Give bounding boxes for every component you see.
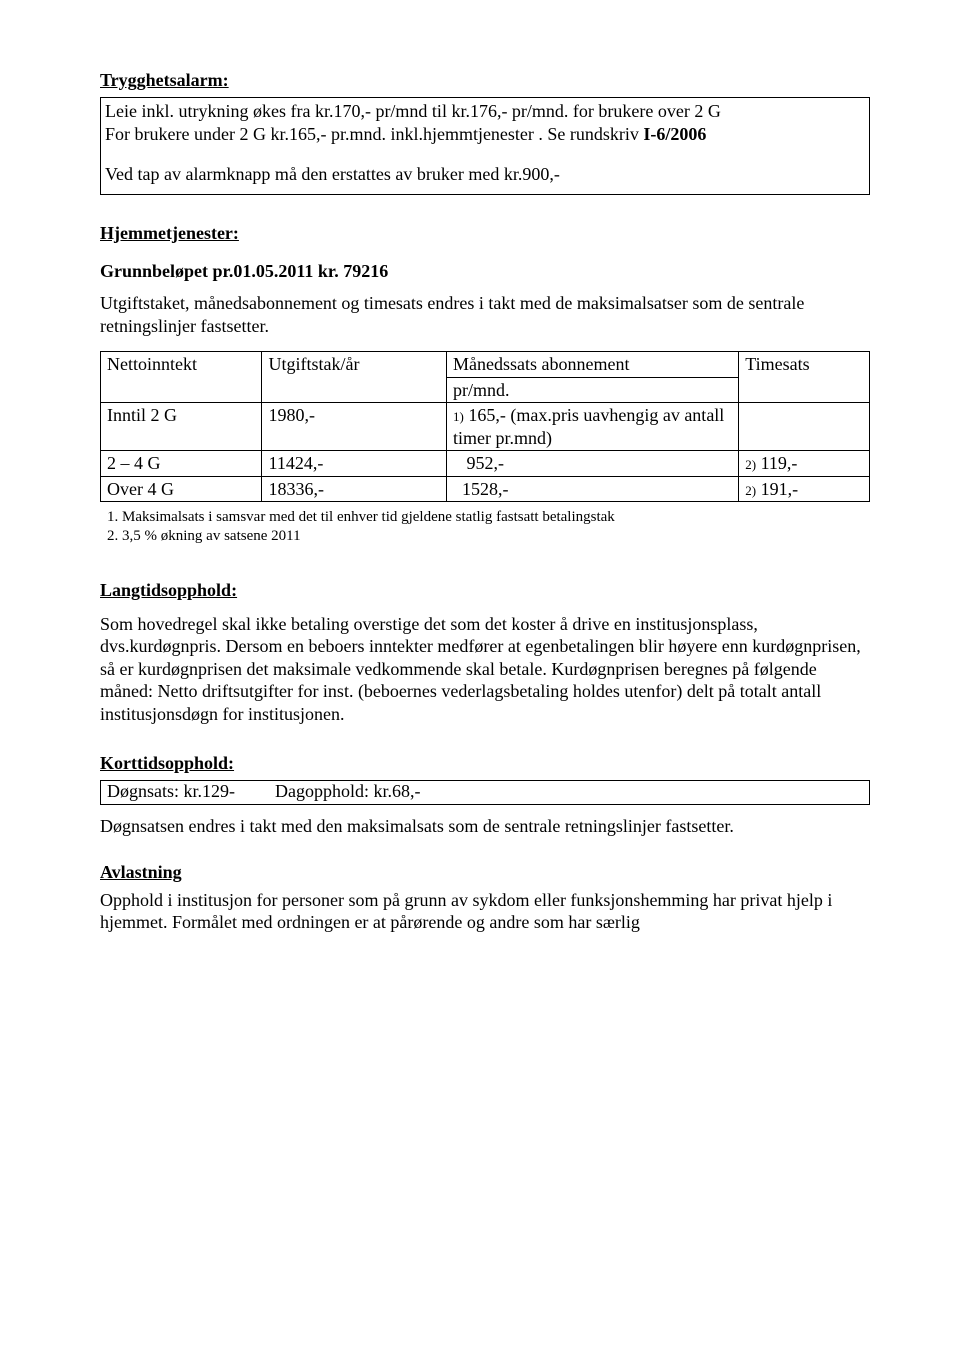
note-item: 3,5 % økning av satsene 2011 <box>122 527 870 546</box>
table-cell: 2) 191,- <box>739 476 870 502</box>
text-paragraph: Opphold i institusjon for personer som p… <box>100 889 870 934</box>
table-cell: 1528,- <box>447 476 739 502</box>
table-row: Inntil 2 G 1980,- 1) 165,- (max.pris uav… <box>101 403 870 451</box>
table-row: 2 – 4 G 11424,- 952,- 2) 119,- <box>101 451 870 477</box>
table-cell: 952,- <box>447 451 739 477</box>
box-korttid-rates: Døgnsats: kr.129- Dagopphold: kr.68,- <box>100 780 870 805</box>
heading-langtidsopphold: Langtidsopphold: <box>100 580 870 601</box>
note-marker: 2) <box>745 483 756 498</box>
table-cell <box>739 403 870 451</box>
table-row: Over 4 G 18336,- 1528,- 2) 191,- <box>101 476 870 502</box>
text-span: For brukere under 2 G kr.165,- pr.mnd. i… <box>105 124 643 144</box>
text-line: Leie inkl. utrykning økes fra kr.170,- p… <box>105 100 863 123</box>
text-paragraph: Som hovedregel skal ikke betaling overst… <box>100 613 870 726</box>
text-dagopphold: Dagopphold: kr.68,- <box>275 781 421 802</box>
table-cell: 1980,- <box>262 403 447 451</box>
table-cell: 1) 165,- (max.pris uavhengig av antall t… <box>447 403 739 451</box>
heading-hjemmetjenester: Hjemmetjenester: <box>100 223 870 244</box>
box-trygghetsalarm: Leie inkl. utrykning økes fra kr.170,- p… <box>100 97 870 195</box>
rates-table: Nettoinntekt Utgiftstak/år Månedssats ab… <box>100 351 870 502</box>
heading-avlastning: Avlastning <box>100 862 870 883</box>
table-cell: Over 4 G <box>101 476 262 502</box>
text-paragraph: Døgnsatsen endres i takt med den maksima… <box>100 815 870 838</box>
table-notes: Maksimalsats i samsvar med det til enhve… <box>100 508 870 546</box>
table-header: Utgiftstak/år <box>262 352 447 403</box>
text-span: 165,- (max.pris uavhengig av antall time… <box>453 405 724 448</box>
heading-trygghetsalarm: Trygghetsalarm: <box>100 70 870 91</box>
table-header: pr/mnd. <box>447 377 739 403</box>
note-marker: 1) <box>453 409 464 424</box>
text-grunnbelop: Grunnbeløpet pr.01.05.2011 kr. 79216 <box>100 260 870 283</box>
table-cell: 2) 119,- <box>739 451 870 477</box>
note-marker: 2) <box>745 457 756 472</box>
text-bold: I-6/2006 <box>643 124 706 144</box>
table-header: Månedssats abonnement <box>447 352 739 378</box>
table-cell: 11424,- <box>262 451 447 477</box>
text-line: For brukere under 2 G kr.165,- pr.mnd. i… <box>105 123 863 146</box>
table-cell: 2 – 4 G <box>101 451 262 477</box>
table-header: Timesats <box>739 352 870 403</box>
table-cell: Inntil 2 G <box>101 403 262 451</box>
table-header: Nettoinntekt <box>101 352 262 403</box>
text-line: Ved tap av alarmknapp må den erstattes a… <box>105 163 863 186</box>
text-dognsats: Døgnsats: kr.129- <box>107 781 235 802</box>
heading-korttidsopphold: Korttidsopphold: <box>100 753 870 774</box>
note-item: Maksimalsats i samsvar med det til enhve… <box>122 508 870 527</box>
text-span: 119,- <box>756 453 797 473</box>
text-span: 191,- <box>756 479 798 499</box>
text-paragraph: Utgiftstaket, månedsabonnement og timesa… <box>100 292 870 337</box>
table-cell: 18336,- <box>262 476 447 502</box>
table-row: Nettoinntekt Utgiftstak/år Månedssats ab… <box>101 352 870 378</box>
document-page: Trygghetsalarm: Leie inkl. utrykning øke… <box>0 0 960 1358</box>
